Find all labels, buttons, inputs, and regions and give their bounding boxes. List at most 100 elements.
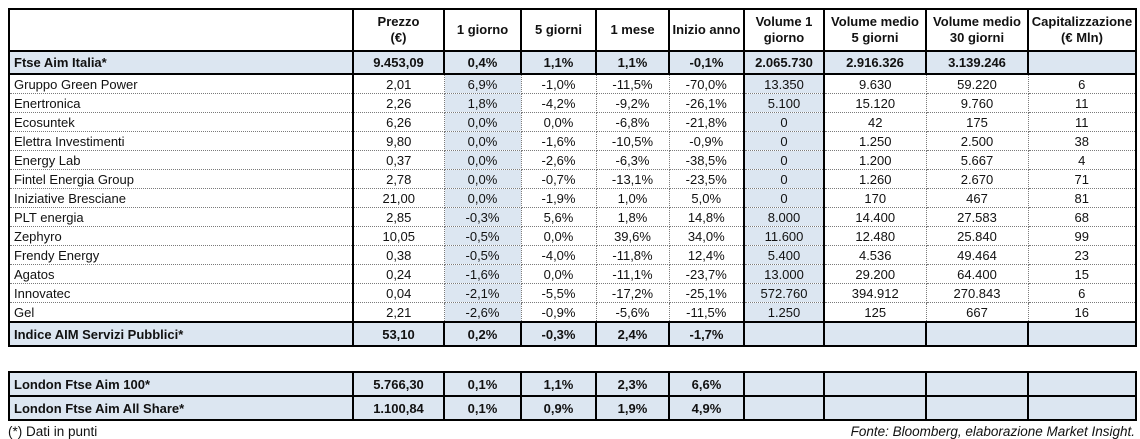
row-name-cell: Fintel Energia Group (8, 169, 354, 189)
row-name-cell: Ecosuntek (8, 112, 354, 132)
row-name-cell: Gel (8, 302, 354, 323)
column-header-inizio-anno: Inizio anno (668, 8, 745, 52)
value-cell: 0 (744, 131, 825, 151)
value-cell: 394.912 (824, 283, 927, 303)
value-cell: 0,1% (443, 395, 522, 421)
value-cell: 64.400 (926, 264, 1029, 284)
summary-row-indice-aim: Indice AIM Servizi Pubblici* 53,10 0,2% -0,… (8, 321, 1137, 347)
value-cell: 5,6% (521, 207, 597, 227)
value-cell: -0,9% (669, 131, 745, 151)
row-name-cell: Innovatec (8, 283, 354, 303)
value-cell: -11,5% (596, 74, 670, 94)
value-cell: -11,5% (669, 302, 745, 323)
value-cell: 68 (1028, 207, 1137, 227)
row-name-cell: Elettra Investimenti (8, 131, 354, 151)
value-cell: 0,1% (443, 371, 522, 397)
value-cell: -23,7% (669, 264, 745, 284)
value-cell: -1,7% (668, 321, 745, 347)
value-cell: 1,8% (444, 93, 522, 113)
value-cell: 2,78 (353, 169, 445, 189)
value-cell: 9,80 (353, 131, 445, 151)
value-cell: 0 (744, 112, 825, 132)
value-cell: 16 (1028, 302, 1137, 323)
value-cell: -4,0% (521, 245, 597, 265)
value-cell: 2.065.730 (743, 50, 825, 75)
value-cell (1027, 50, 1137, 75)
value-cell (1027, 371, 1137, 397)
value-cell: 0,0% (444, 112, 522, 132)
table-row: Ecosuntek 6,26 0,0% 0,0% -6,8% -21,8% 0 42 175 11 (8, 112, 1137, 132)
value-cell: 6 (1028, 74, 1137, 94)
value-cell: 0,9% (520, 395, 597, 421)
value-cell: 11.600 (744, 226, 825, 246)
row-name-cell: Agatos (8, 264, 354, 284)
value-cell: -11,1% (596, 264, 670, 284)
row-name-cell: Zephyro (8, 226, 354, 246)
value-cell (743, 321, 825, 347)
value-cell: -0,3% (520, 321, 597, 347)
value-cell: 5.400 (744, 245, 825, 265)
value-cell: -9,2% (596, 93, 670, 113)
value-cell: -0,7% (521, 169, 597, 189)
column-header-prezzo: Prezzo (€) (352, 8, 445, 52)
value-cell: 25.840 (926, 226, 1029, 246)
table-row: Gel 2,21 -2,6% -0,9% -5,6% -11,5% 1.250 125 667 1… (8, 302, 1137, 323)
value-cell: 2.916.326 (823, 50, 927, 75)
london-index-row: London Ftse Aim All Share* 1.100,84 0,1% 0,… (8, 395, 1137, 421)
value-cell: 12.480 (824, 226, 927, 246)
value-cell: -5,6% (596, 302, 670, 323)
value-cell: -26,1% (669, 93, 745, 113)
value-cell: 6 (1028, 283, 1137, 303)
value-cell: -0,5% (444, 245, 522, 265)
value-cell: 11 (1028, 93, 1137, 113)
value-cell: 1.260 (824, 169, 927, 189)
value-cell: -1,9% (521, 188, 597, 208)
row-name-cell: Energy Lab (8, 150, 354, 170)
value-cell: 71 (1028, 169, 1137, 189)
value-cell (823, 321, 927, 347)
value-cell: 59.220 (926, 74, 1029, 94)
aim-italia-table: Prezzo (€) 1 giorno 5 giorni 1 mese Iniz… (8, 8, 1137, 347)
value-cell (1027, 395, 1137, 421)
value-cell: 99 (1028, 226, 1137, 246)
value-cell: -0,1% (668, 50, 745, 75)
value-cell: 3.139.246 (925, 50, 1029, 75)
value-cell: 1.250 (744, 302, 825, 323)
value-cell: -38,5% (669, 150, 745, 170)
table-row: PLT energia 2,85 -0,3% 5,6% 1,8% 14,8% 8.000 14… (8, 207, 1137, 227)
value-cell: 13.350 (744, 74, 825, 94)
row-name-cell: London Ftse Aim All Share* (8, 395, 354, 421)
value-cell: 0,38 (353, 245, 445, 265)
value-cell: -2,6% (521, 150, 597, 170)
source-credit: Fonte: Bloomberg, elaborazione Market In… (850, 424, 1135, 439)
table-row: Fintel Energia Group 2,78 0,0% -0,7% -13,1% -… (8, 169, 1137, 189)
value-cell: -1,6% (444, 264, 522, 284)
value-cell: 8.000 (744, 207, 825, 227)
value-cell: 125 (824, 302, 927, 323)
value-cell: 39,6% (596, 226, 670, 246)
value-cell: 1,1% (520, 50, 597, 75)
table-row: Energy Lab 0,37 0,0% -2,6% -6,3% -38,5% 0 1.200… (8, 150, 1137, 170)
value-cell: -2,6% (444, 302, 522, 323)
value-cell: 6,6% (668, 371, 745, 397)
value-cell: 5.766,30 (352, 371, 445, 397)
value-cell: 14.400 (824, 207, 927, 227)
value-cell: 2,85 (353, 207, 445, 227)
value-cell: 27.583 (926, 207, 1029, 227)
value-cell: 15 (1028, 264, 1137, 284)
column-header-capitalizzazione: Capitalizzazione (€ Mln) (1027, 8, 1137, 52)
value-cell: 0 (744, 169, 825, 189)
value-cell: -0,5% (444, 226, 522, 246)
value-cell: 12,4% (669, 245, 745, 265)
value-cell: 81 (1028, 188, 1137, 208)
column-header-name (8, 8, 354, 52)
value-cell: 0,0% (444, 131, 522, 151)
column-header-5-giorni: 5 giorni (520, 8, 597, 52)
value-cell (925, 371, 1029, 397)
value-cell: 1,1% (595, 50, 670, 75)
value-cell: 9.760 (926, 93, 1029, 113)
value-cell: -21,8% (669, 112, 745, 132)
value-cell: 572.760 (744, 283, 825, 303)
london-ftse-table: London Ftse Aim 100* 5.766,30 0,1% 1,1% 2,3%… (8, 371, 1137, 421)
